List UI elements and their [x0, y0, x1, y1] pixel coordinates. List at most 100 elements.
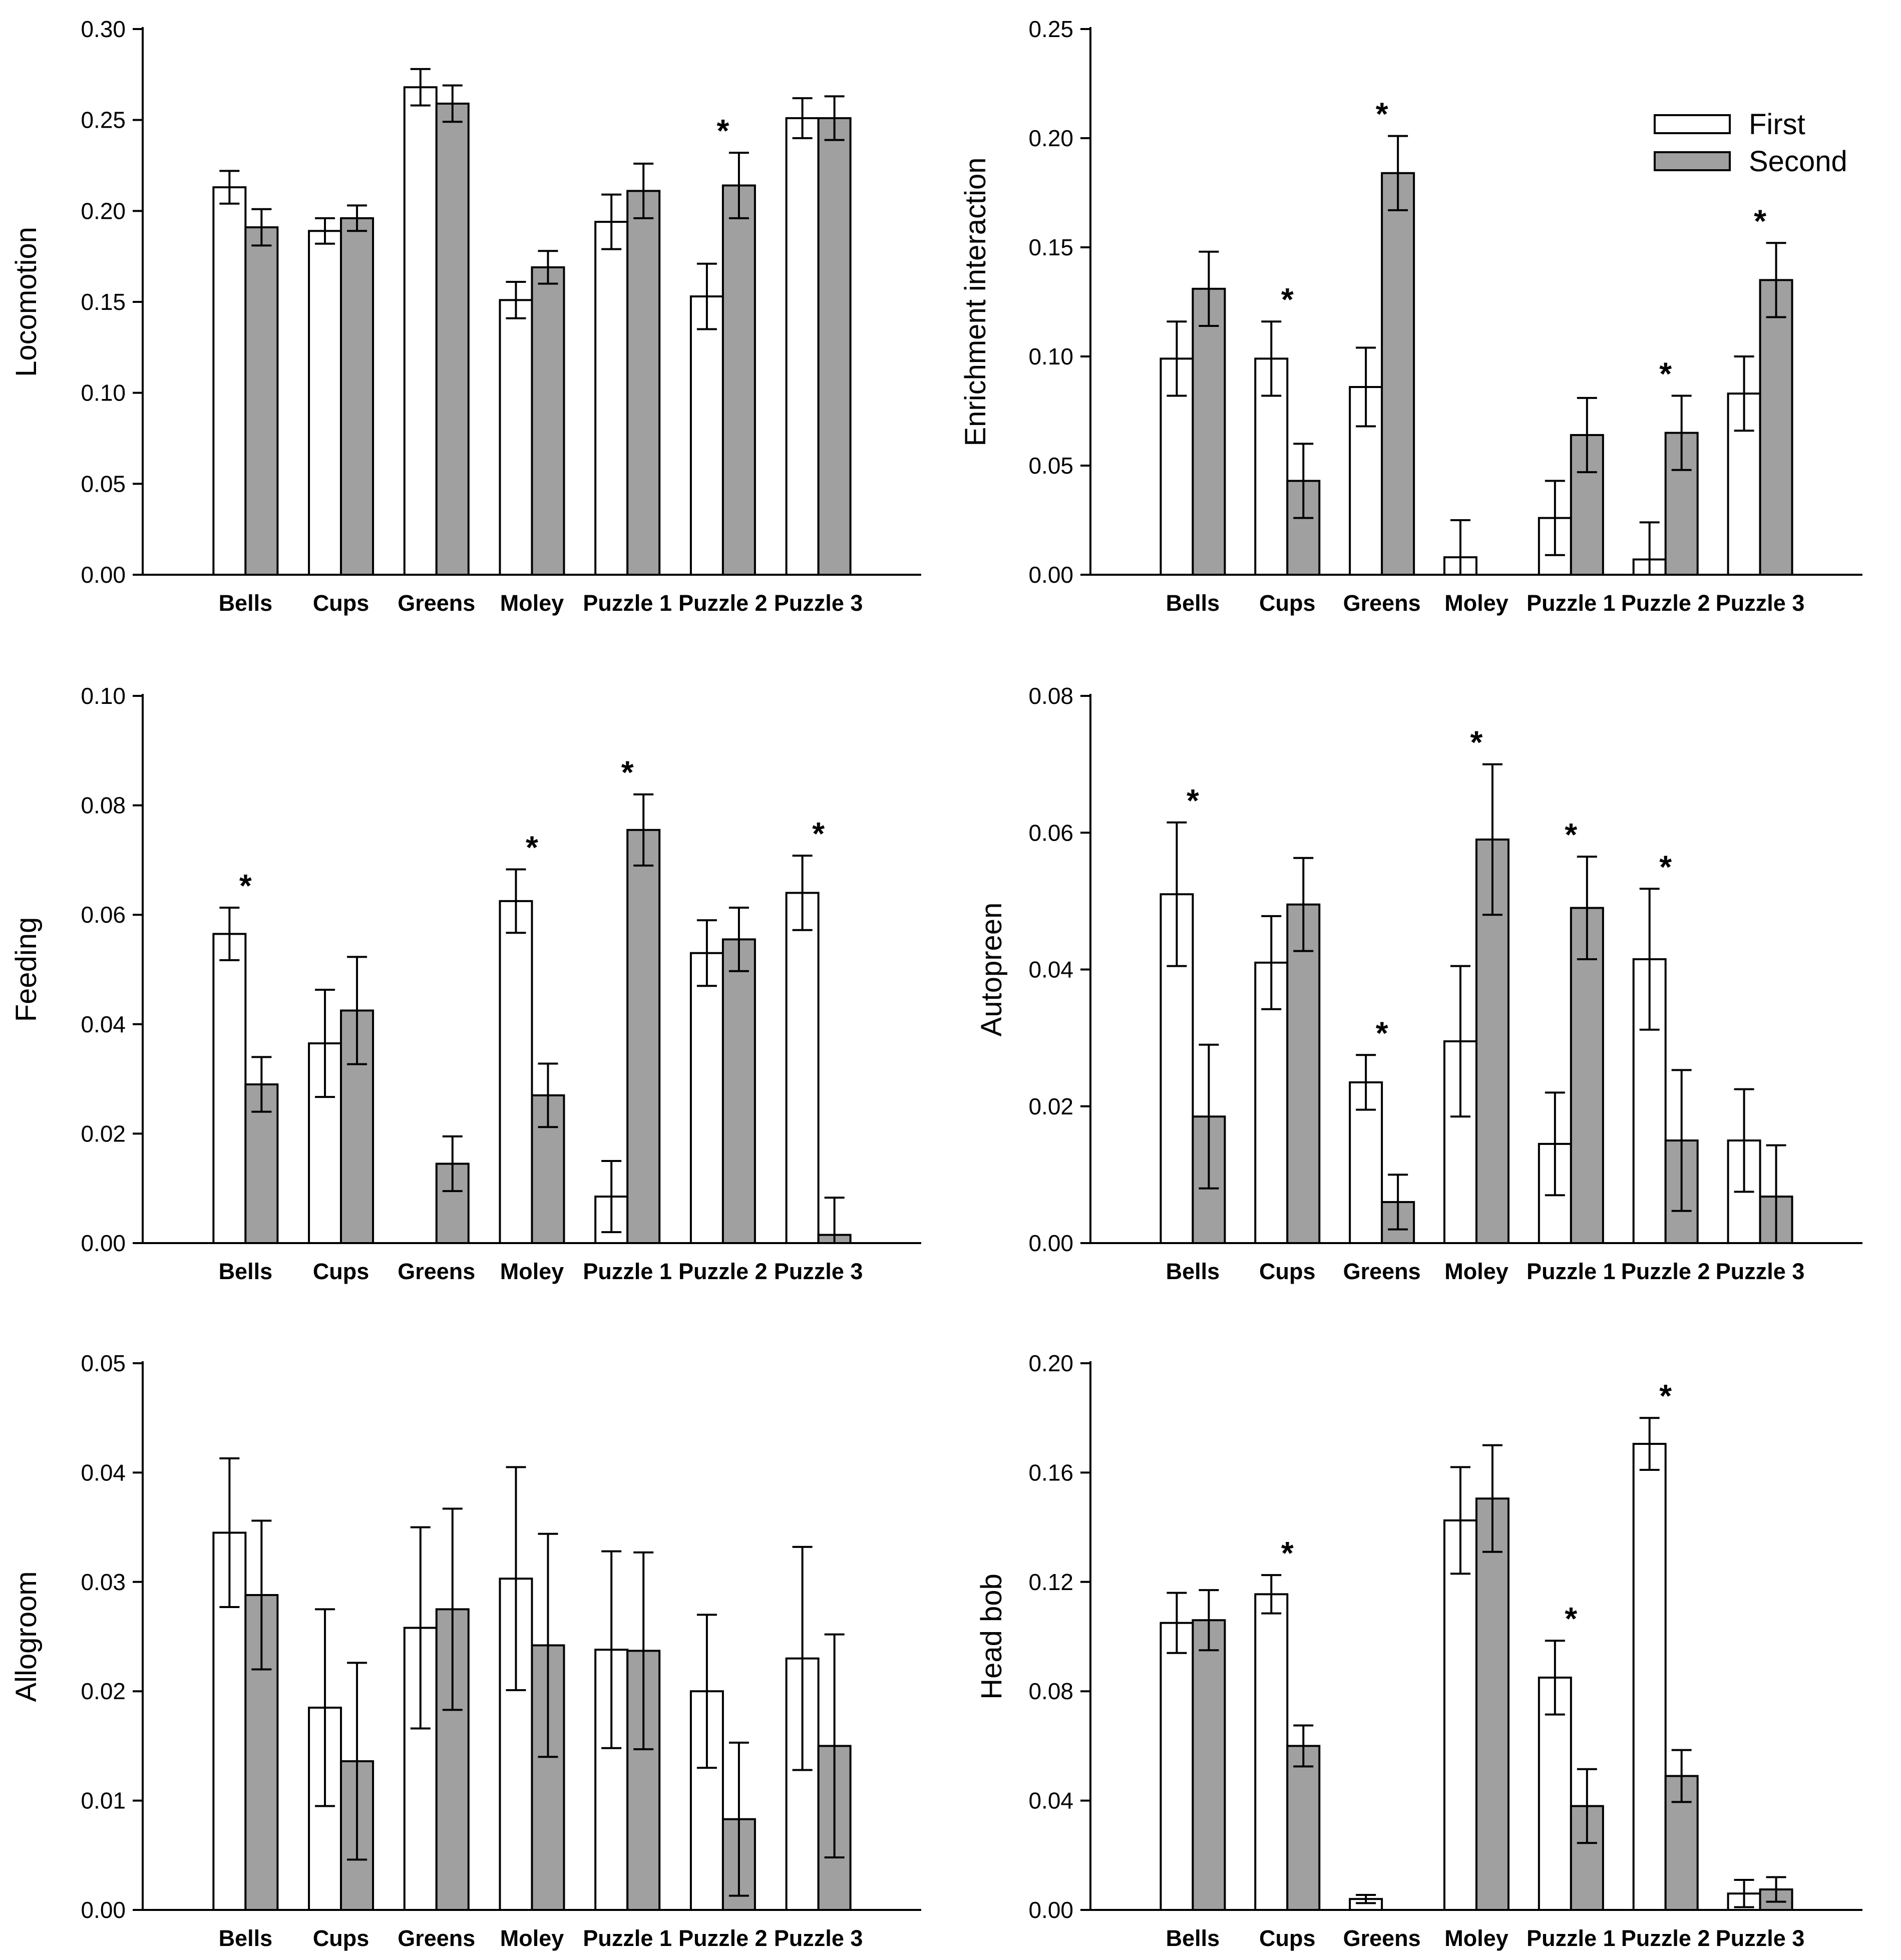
bar-second-cups	[1286, 903, 1321, 1245]
x-tick-label: Greens	[1343, 1925, 1421, 1951]
bar-second-moley	[1475, 1497, 1509, 1911]
bar-second-puzzle-1	[1570, 907, 1604, 1244]
bar-second-moley	[531, 266, 565, 576]
bar-first-greens	[1349, 1081, 1383, 1244]
x-tick-label: Greens	[398, 1259, 475, 1284]
significance-star: *	[1187, 782, 1199, 819]
chart-panel-5: 0.00 0.01 0.02 0.03 0.04 0.05 Allogroom Bells Cu…	[10, 1350, 921, 1951]
y-tick-label: 0.20	[81, 198, 126, 224]
x-tick-label: Puzzle 1	[1527, 1259, 1616, 1284]
x-tick-label: Moley	[1444, 1259, 1508, 1284]
x-tick-label: Cups	[1259, 1259, 1316, 1284]
y-axis-label: Feeding	[10, 917, 43, 1022]
bar-second-greens	[435, 102, 470, 576]
bar-second-bells	[1192, 287, 1226, 576]
y-tick-label: 0.20	[1028, 125, 1073, 151]
legend-label-first: First	[1749, 108, 1805, 141]
y-tick-label: 0.04	[81, 1459, 126, 1485]
significance-star: *	[1281, 281, 1294, 317]
x-tick-label: Bells	[219, 1925, 273, 1951]
x-tick-label: Puzzle 1	[1527, 1925, 1616, 1951]
x-tick-label: Moley	[500, 1925, 564, 1951]
x-tick-label: Moley	[1444, 590, 1508, 616]
bar-first-puzzle-2	[689, 295, 724, 576]
legend-swatch-first	[1654, 114, 1731, 134]
y-tick-label: 0.30	[81, 16, 126, 42]
bar-first-cups	[308, 230, 342, 576]
bar-first-moley	[499, 900, 533, 1244]
significance-star: *	[1376, 96, 1388, 132]
bar-second-puzzle-1	[626, 190, 661, 576]
y-tick-label: 0.05	[81, 1350, 126, 1376]
y-tick-label: 0.25	[81, 107, 126, 133]
significance-star: *	[1659, 1378, 1672, 1414]
x-tick-label: Moley	[500, 1259, 564, 1284]
y-tick-label: 0.02	[81, 1678, 126, 1704]
x-tick-label: Puzzle 2	[678, 1259, 768, 1284]
significance-star: *	[1281, 1535, 1294, 1571]
y-tick-label: 0.08	[1028, 683, 1073, 709]
x-tick-label: Moley	[1444, 1925, 1508, 1951]
bar-second-puzzle-1	[626, 829, 661, 1245]
x-tick-label: Puzzle 1	[583, 1259, 672, 1284]
bar-second-cups	[340, 217, 374, 576]
significance-star: *	[1565, 817, 1577, 853]
x-tick-label: Puzzle 2	[1621, 1259, 1710, 1284]
x-tick-label: Greens	[398, 1925, 475, 1951]
y-tick-label: 0.05	[81, 471, 126, 497]
x-tick-label: Puzzle 1	[1527, 590, 1616, 616]
x-tick-label: Bells	[219, 590, 273, 616]
significance-star: *	[1565, 1601, 1577, 1637]
significance-star: *	[1470, 724, 1483, 760]
bar-first-cups	[1254, 357, 1289, 576]
y-tick-label: 0.06	[81, 902, 126, 928]
x-tick-label: Greens	[1343, 1259, 1421, 1284]
bar-first-bells	[1160, 1622, 1194, 1911]
bar-first-puzzle-1	[594, 221, 629, 576]
x-tick-label: Cups	[313, 1925, 369, 1951]
bar-first-puzzle-3	[785, 892, 820, 1244]
y-tick-label: 0.01	[81, 1788, 126, 1814]
y-tick-label: 0.00	[81, 562, 126, 588]
x-tick-label: Greens	[1343, 590, 1421, 616]
chart-panel-4: 0.00 0.02 0.04 0.06 0.08 Autopreen Bells * Cups G…	[975, 683, 1862, 1284]
y-tick-label: 0.00	[1028, 1230, 1073, 1256]
x-tick-label: Bells	[1166, 590, 1220, 616]
y-tick-label: 0.04	[1028, 1788, 1073, 1814]
bar-second-bells	[244, 226, 279, 576]
x-tick-label: Moley	[500, 590, 564, 616]
significance-star: *	[239, 868, 252, 904]
y-tick-label: 0.12	[1028, 1569, 1073, 1595]
x-tick-label: Puzzle 2	[678, 590, 768, 616]
bar-second-puzzle-2	[721, 184, 756, 576]
x-tick-label: Cups	[313, 590, 369, 616]
x-tick-label: Bells	[219, 1259, 273, 1284]
bar-second-greens	[1381, 172, 1415, 576]
bar-first-puzzle-3	[785, 117, 820, 576]
bar-first-moley	[499, 299, 533, 576]
x-tick-label: Puzzle 3	[774, 590, 863, 616]
bar-first-puzzle-1	[1538, 1676, 1572, 1911]
y-axis-label: Head bob	[975, 1574, 1008, 1700]
x-tick-label: Cups	[1259, 1925, 1316, 1951]
y-tick-label: 0.00	[1028, 1897, 1073, 1923]
x-tick-label: Puzzle 3	[774, 1259, 863, 1284]
chart-panel-2: 0.00 0.05 0.10 0.15 0.20 0.25 Enrichment inter…	[959, 16, 1862, 616]
y-tick-label: 0.08	[1028, 1678, 1073, 1704]
bar-first-moley	[1443, 1519, 1477, 1911]
significance-star: *	[526, 829, 538, 865]
legend: First Second	[1654, 108, 1847, 178]
x-tick-label: Bells	[1166, 1925, 1220, 1951]
y-axis-label: Locomotion	[10, 227, 43, 377]
significance-star: *	[812, 816, 825, 852]
y-axis-label: Allogroom	[10, 1571, 43, 1702]
bar-second-puzzle-2	[721, 938, 756, 1244]
chart-panel-6: 0.00 0.04 0.08 0.12 0.16 0.20 Head bob Bells Cup…	[975, 1350, 1862, 1951]
bar-second-cups	[340, 1009, 374, 1244]
bar-first-puzzle-2	[689, 952, 724, 1244]
y-tick-label: 0.15	[81, 289, 126, 315]
x-tick-label: Puzzle 3	[1716, 1259, 1805, 1284]
x-tick-label: Bells	[1166, 1259, 1220, 1284]
significance-star: *	[1754, 203, 1766, 239]
